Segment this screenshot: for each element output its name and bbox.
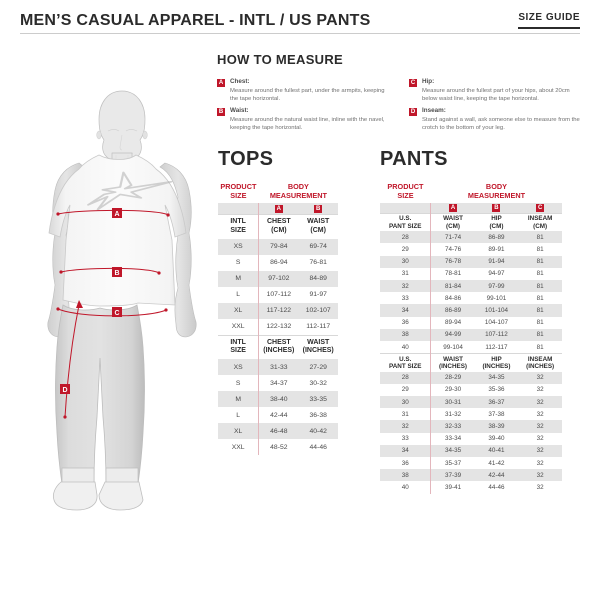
svg-text:D: D <box>62 387 67 394</box>
svg-text:B: B <box>114 270 119 277</box>
svg-text:C: C <box>114 310 119 317</box>
svg-text:A: A <box>114 211 119 218</box>
